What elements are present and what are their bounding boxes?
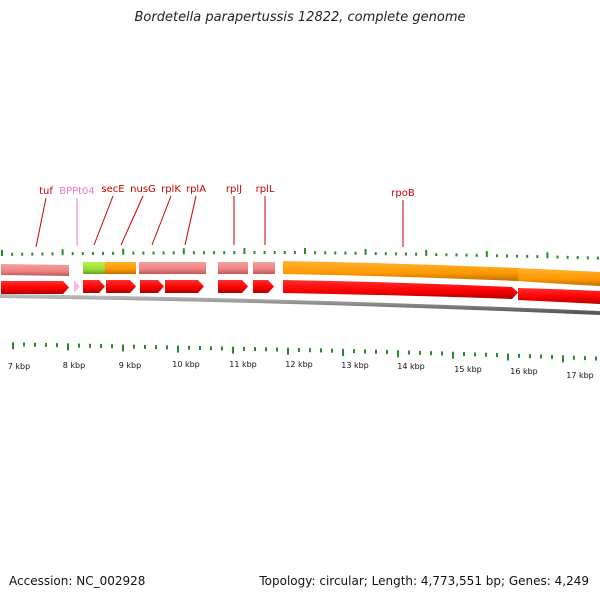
backbone-arc <box>0 294 600 315</box>
scale-label: 10 kbp <box>172 360 200 369</box>
upper-tick-marks <box>1 248 599 260</box>
cds-arrow-secE <box>83 280 105 293</box>
cds-arrow-nusG <box>106 280 136 293</box>
trna-arrow-BPPt04 <box>74 280 80 293</box>
cds-arrow-rpoB <box>283 280 518 299</box>
feature-bar-rpoB-2 <box>518 268 600 286</box>
feature-bar-rplA <box>165 262 206 274</box>
scale-label: 12 kbp <box>285 360 313 369</box>
lower-tick-marks <box>12 342 597 363</box>
feature-bar-rplK <box>139 262 165 274</box>
cds-arrow-rplK <box>140 280 164 293</box>
gene-label-rplJ: rplJ <box>226 184 242 195</box>
cds-arrow-rplJ <box>218 280 248 293</box>
scale-label: 13 kbp <box>341 361 369 370</box>
map-title: Bordetella parapertussis 12822, complete… <box>134 10 466 25</box>
scale-label: 8 kbp <box>63 361 85 370</box>
feature-bar-rplL <box>253 262 275 274</box>
scale-label: 15 kbp <box>454 365 482 374</box>
gene-label-secE: secE <box>101 184 124 195</box>
scale-label: 14 kbp <box>397 362 425 371</box>
accession-text: Accession: NC_002928 <box>9 574 146 588</box>
feature-bar-track <box>1 261 600 286</box>
cds-arrow-rplL <box>253 280 274 293</box>
leader-line-rplK <box>151 195 172 246</box>
gene-labels: tuf BPPt04 secE nusG rplK rplA rplJ rplL rpoB <box>35 184 415 248</box>
cds-arrow-rplA <box>165 280 204 293</box>
gene-label-rplL: rplL <box>256 184 275 195</box>
leader-line-tuf <box>35 197 47 248</box>
scale-label: 7 kbp <box>8 362 30 371</box>
scale-label: 11 kbp <box>229 360 257 369</box>
gene-label-rplA: rplA <box>186 184 206 195</box>
cds-arrow-track <box>1 280 600 304</box>
gene-label-rplK: rplK <box>161 184 181 195</box>
feature-bar-secE <box>83 262 105 274</box>
leader-line-nusG <box>120 195 144 246</box>
feature-bar-rpoB-1 <box>283 261 518 281</box>
feature-bar-tuf <box>1 264 69 276</box>
gene-label-rpoB: rpoB <box>391 188 415 199</box>
gene-label-nusG: nusG <box>130 184 156 195</box>
feature-bar-nusG <box>105 262 136 274</box>
leader-line-rplA <box>184 195 197 246</box>
scale-labels: 7 kbp 8 kbp 9 kbp 10 kbp 11 kbp 12 kbp 13 kbp 1… <box>8 360 594 380</box>
genome-summary-text: Topology: circular; Length: 4,773,551 bp… <box>259 574 589 588</box>
feature-bar-rplJ <box>218 262 248 274</box>
scale-label: 17 kbp <box>566 371 594 380</box>
gene-label-BPPt04: BPPt04 <box>59 186 95 197</box>
cds-arrow-next <box>518 288 600 304</box>
gene-label-tuf: tuf <box>39 186 53 197</box>
scale-label: 9 kbp <box>119 361 141 370</box>
scale-label: 16 kbp <box>510 367 538 376</box>
leader-line-secE <box>93 195 114 246</box>
cds-arrow-tuf <box>1 281 69 294</box>
